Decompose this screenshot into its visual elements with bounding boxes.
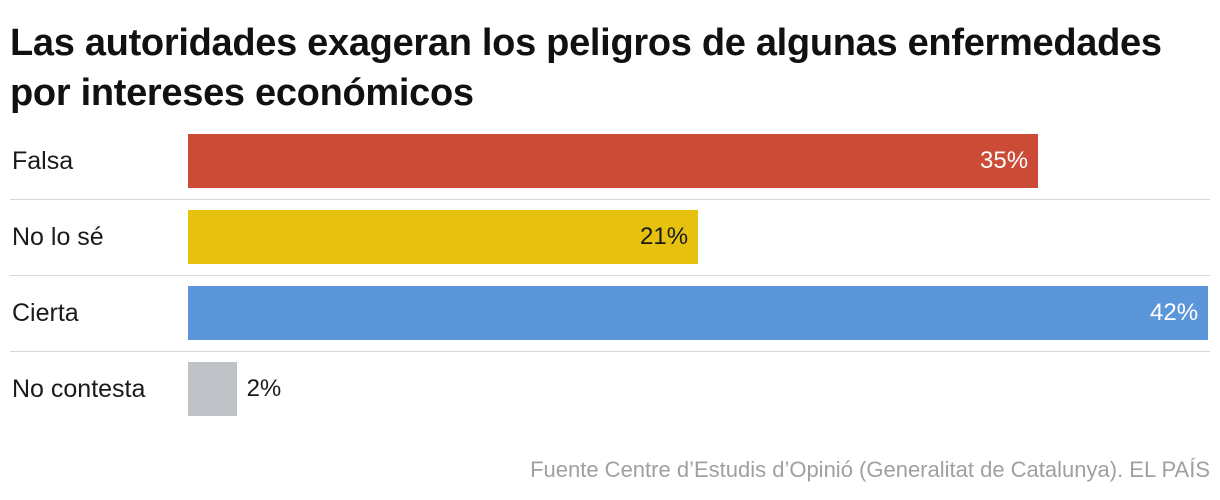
bar-cierta <box>188 286 1208 340</box>
value-label-cierta: 42% <box>1150 299 1199 326</box>
value-label-no-contesta: 2% <box>246 375 282 402</box>
category-label-no-contesta: No contesta <box>12 375 146 403</box>
chart-title: Las autoridades exageran los peligros de… <box>10 22 1162 114</box>
bar-no-contesta <box>188 362 237 416</box>
value-label-falsa: 35% <box>980 147 1029 174</box>
bar-no-lo-se <box>188 210 698 264</box>
row-divider <box>10 199 1210 200</box>
value-label-no-lo-se: 21% <box>640 223 689 250</box>
category-label-no-lo-se: No lo sé <box>12 223 104 251</box>
row-divider <box>10 351 1210 352</box>
bar-falsa <box>188 134 1038 188</box>
category-label-falsa: Falsa <box>12 147 74 175</box>
source-note: Fuente Centre d’Estudis d’Opinió (Genera… <box>530 457 1210 482</box>
row-divider <box>10 275 1210 276</box>
category-label-cierta: Cierta <box>12 299 79 327</box>
